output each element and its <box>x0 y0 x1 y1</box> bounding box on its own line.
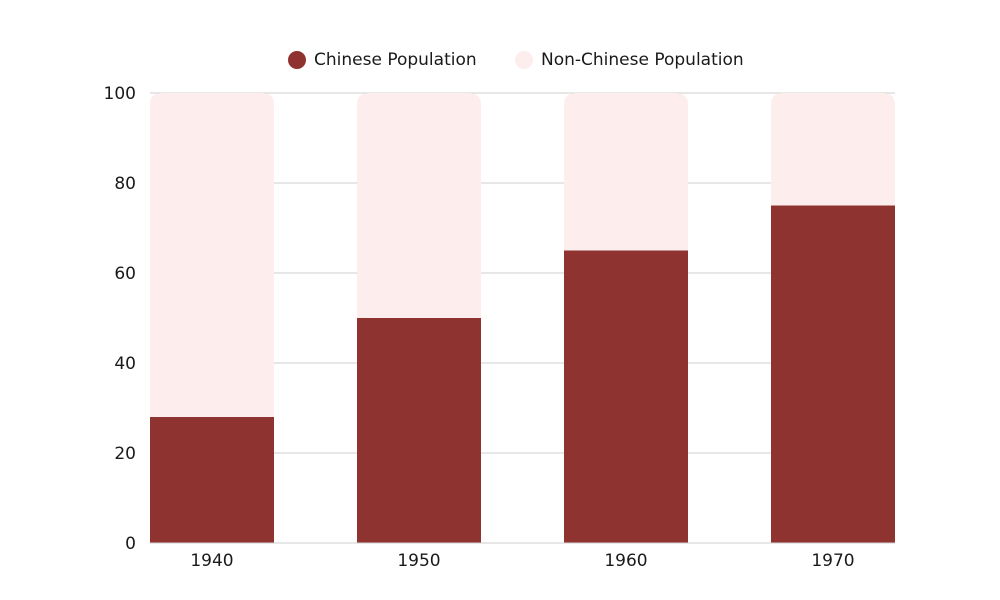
x-tick-label-1970: 1970 <box>811 551 854 571</box>
y-tick-label-0: 0 <box>125 534 136 554</box>
legend-label-non-chinese: Non-Chinese Population <box>541 50 744 70</box>
bar-chinese-1950 <box>357 318 481 543</box>
legend-swatch-chinese <box>288 51 306 69</box>
bar-chinese-1940 <box>150 417 274 543</box>
y-axis: 0 20 40 60 80 100 <box>104 84 136 554</box>
bar-non-chinese-1940 <box>150 93 274 417</box>
y-tick-label-60: 60 <box>114 264 136 284</box>
bar-chinese-1970 <box>771 205 895 543</box>
legend-item-non-chinese: Non-Chinese Population <box>515 50 744 70</box>
bar-non-chinese-1960 <box>564 93 688 251</box>
x-tick-label-1950: 1950 <box>397 551 440 571</box>
legend: Chinese Population Non-Chinese Populatio… <box>288 50 744 70</box>
legend-item-chinese: Chinese Population <box>288 50 477 70</box>
y-tick-label-40: 40 <box>114 354 136 374</box>
legend-swatch-non-chinese <box>515 51 533 69</box>
x-tick-label-1940: 1940 <box>190 551 233 571</box>
bar-chinese-1960 <box>564 250 688 543</box>
bars <box>150 93 895 543</box>
bar-non-chinese-1970 <box>771 93 895 206</box>
legend-label-chinese: Chinese Population <box>314 50 477 70</box>
y-tick-label-100: 100 <box>104 84 136 104</box>
y-tick-label-20: 20 <box>114 444 136 464</box>
y-tick-label-80: 80 <box>114 174 136 194</box>
x-tick-label-1960: 1960 <box>604 551 647 571</box>
x-axis: 1940 1950 1960 1970 <box>150 542 895 571</box>
bar-non-chinese-1950 <box>357 93 481 318</box>
